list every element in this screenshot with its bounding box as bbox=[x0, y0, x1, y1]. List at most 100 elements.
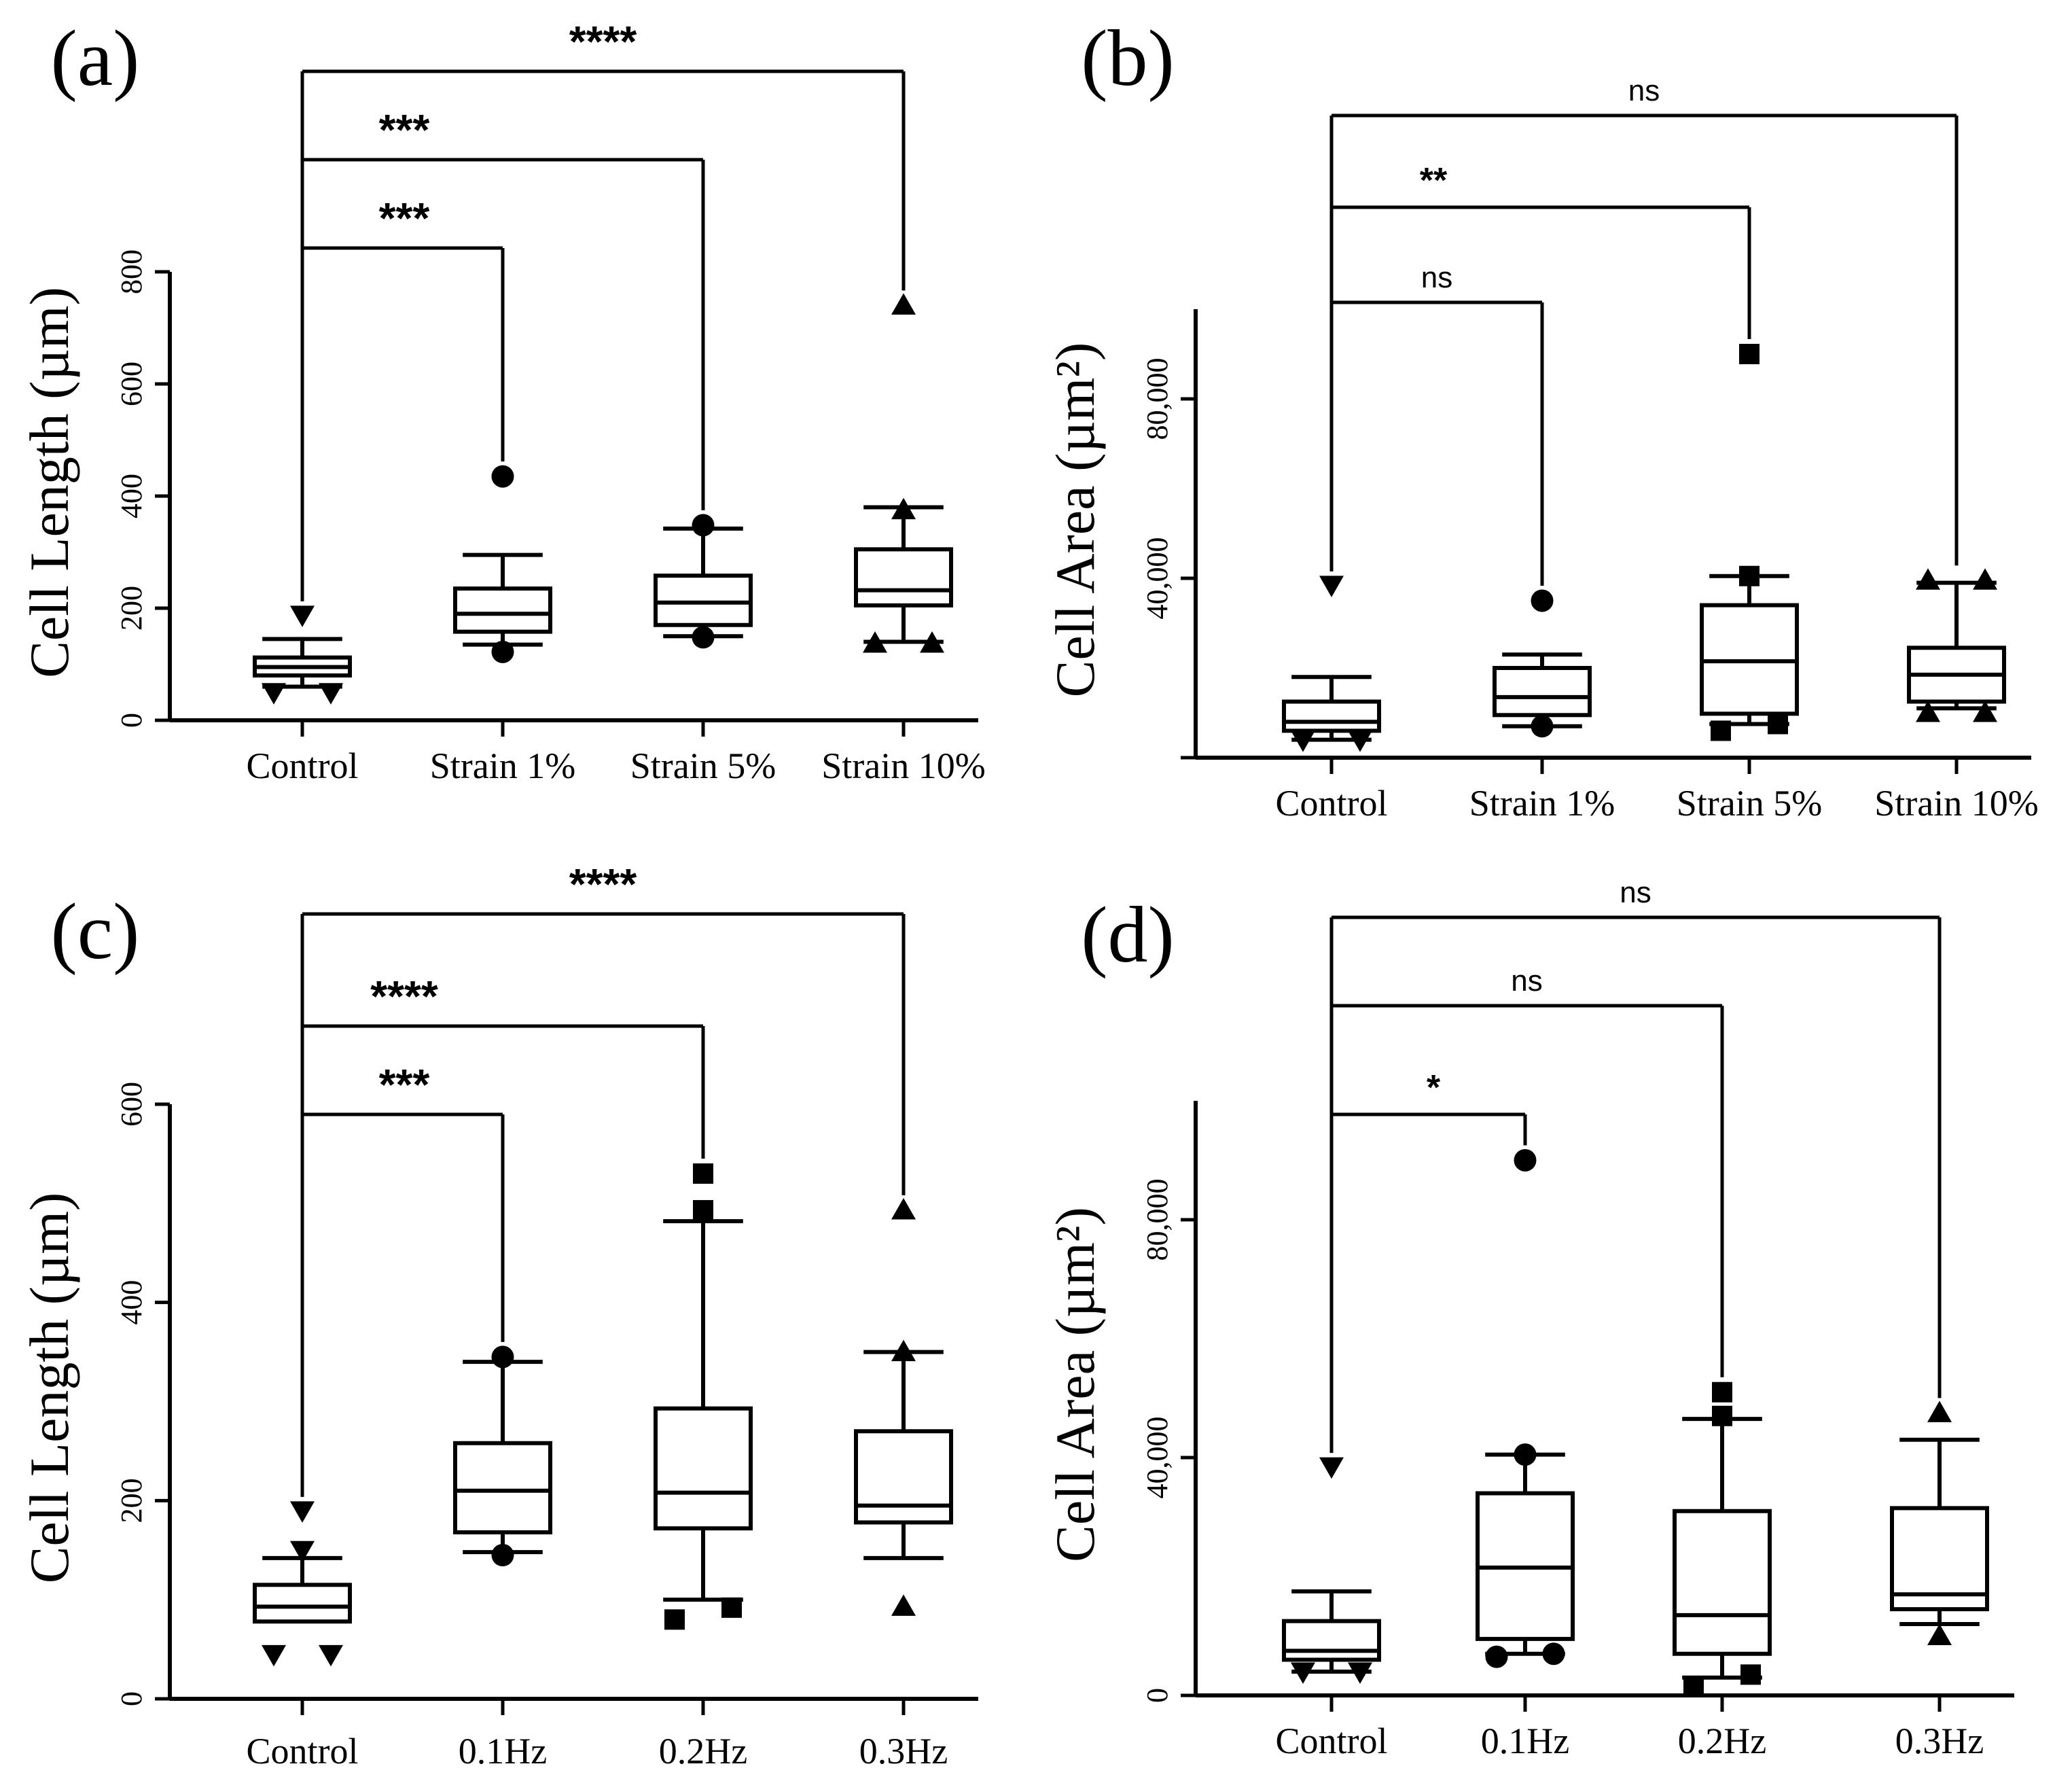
outlier-high bbox=[1739, 565, 1760, 586]
y-tick-label: 80,000 bbox=[1141, 358, 1174, 440]
outlier-high bbox=[891, 293, 916, 315]
outlier-low bbox=[692, 626, 715, 649]
significance-bracket: ns bbox=[1332, 964, 1724, 1377]
panel-a: (a) 0 200 400 600 800 Cell Length (µm) Control S… bbox=[18, 14, 986, 786]
x-category-label: 0.2Hz bbox=[1678, 1721, 1766, 1761]
y-tick-label: 0 bbox=[1141, 1688, 1174, 1703]
outlier-high bbox=[891, 497, 916, 520]
outlier-high bbox=[1712, 1381, 1732, 1403]
significance-label: ns bbox=[1620, 876, 1651, 909]
outlier-low bbox=[1348, 1662, 1372, 1684]
x-category-label: Strain 1% bbox=[430, 745, 575, 786]
outlier-low bbox=[262, 683, 286, 705]
significance-bracket: *** bbox=[302, 194, 505, 462]
x-category-label: 0.3Hz bbox=[859, 1731, 948, 1772]
outlier-high bbox=[290, 1540, 315, 1563]
outlier-low bbox=[1973, 701, 1997, 722]
y-axis-label: Cell Area (µm²) bbox=[1044, 342, 1106, 698]
outlier-high bbox=[1973, 568, 1997, 590]
outlier-high bbox=[1927, 1401, 1952, 1422]
y-tick-label: 0 bbox=[115, 713, 148, 728]
outlier-high bbox=[1514, 1149, 1537, 1172]
box-3 bbox=[854, 293, 953, 653]
y-tick-label: 80,000 bbox=[1141, 1179, 1174, 1261]
outlier-low bbox=[920, 631, 944, 653]
significance-bracket: * bbox=[1332, 1068, 1527, 1146]
outlier-low bbox=[1531, 715, 1554, 738]
x-category-label: Control bbox=[246, 745, 358, 786]
outlier-high bbox=[1739, 344, 1760, 364]
y-tick-label: 0 bbox=[115, 1691, 148, 1706]
outlier-high bbox=[491, 465, 514, 488]
significance-bracket: ns bbox=[1332, 261, 1544, 586]
panel-d: (d) 0 40,000 80,000 Cell Area (µm²) Control 0.… bbox=[1044, 876, 2014, 1761]
box-iqr bbox=[654, 574, 753, 627]
significance-bracket: ns bbox=[1332, 876, 1942, 1398]
x-category-label: Control bbox=[246, 1731, 358, 1772]
significance-label: * bbox=[1427, 1068, 1441, 1108]
x-category-label: Strain 10% bbox=[1874, 783, 2038, 824]
box-3 bbox=[1890, 1401, 1989, 1645]
outlier-high bbox=[1531, 589, 1554, 612]
y-tick-label: 800 bbox=[115, 249, 148, 294]
y-tick-label: 600 bbox=[115, 362, 148, 406]
outlier-low bbox=[1916, 701, 1940, 722]
significance-label: ** bbox=[1420, 161, 1448, 200]
outlier-high bbox=[1319, 576, 1344, 597]
box-1 bbox=[1476, 1149, 1575, 1668]
box-iqr bbox=[1282, 699, 1381, 733]
x-category-label: Strain 5% bbox=[630, 745, 776, 786]
outlier-low bbox=[1927, 1623, 1952, 1645]
box-1 bbox=[453, 465, 552, 663]
outlier-high bbox=[692, 514, 715, 537]
box-iqr bbox=[854, 547, 953, 607]
outlier-high bbox=[290, 1501, 315, 1523]
panel-label: (c) bbox=[51, 887, 140, 976]
significance-bracket: ns bbox=[1332, 74, 1959, 566]
box-3 bbox=[1907, 568, 2006, 722]
x-category-label: Strain 10% bbox=[821, 745, 985, 786]
box-iqr bbox=[1282, 1619, 1381, 1662]
y-axis-label: Cell Length (µm) bbox=[18, 287, 80, 678]
y-tick-label: 400 bbox=[115, 1280, 148, 1325]
box-2 bbox=[654, 514, 753, 649]
y-tick-label: 200 bbox=[115, 1478, 148, 1523]
significance-bracket: *** bbox=[302, 105, 705, 510]
significance-bracket: **** bbox=[302, 972, 705, 1159]
box-iqr bbox=[253, 1583, 352, 1624]
y-tick-label: 40,000 bbox=[1141, 538, 1174, 620]
significance-label: *** bbox=[379, 1060, 430, 1109]
box-2 bbox=[1700, 344, 1799, 741]
significance-label: *** bbox=[379, 194, 430, 243]
significance-label: ns bbox=[1628, 74, 1660, 107]
outlier-high bbox=[891, 1198, 916, 1220]
panel-b: (b) 40,000 80,000 Cell Area (µm²) Control Str… bbox=[1044, 14, 2039, 824]
box-iqr bbox=[1673, 1509, 1772, 1656]
outlier-low bbox=[1348, 730, 1372, 752]
x-category-label: Control bbox=[1275, 783, 1387, 824]
outlier-low bbox=[491, 1544, 514, 1567]
significance-label: ns bbox=[1511, 964, 1542, 998]
significance-label: ns bbox=[1421, 261, 1452, 294]
outlier-high bbox=[693, 1163, 713, 1184]
panel-label: (b) bbox=[1081, 14, 1175, 103]
outlier-low bbox=[1291, 730, 1315, 752]
significance-label: *** bbox=[379, 105, 430, 154]
outlier-low bbox=[1740, 1664, 1761, 1685]
panel-c: (c) 0 200 400 600 Cell Length (µm) Control 0.1H… bbox=[18, 860, 978, 1772]
outlier-high bbox=[1514, 1443, 1537, 1466]
box-iqr bbox=[654, 1406, 753, 1531]
outlier-low bbox=[319, 1644, 343, 1667]
outlier-high bbox=[1712, 1405, 1732, 1426]
outlier-high bbox=[693, 1200, 713, 1221]
y-tick-label: 40,000 bbox=[1141, 1417, 1174, 1499]
outlier-low bbox=[1291, 1662, 1315, 1684]
outlier-low bbox=[664, 1609, 685, 1630]
y-tick-label: 200 bbox=[115, 586, 148, 631]
significance-bracket: **** bbox=[302, 17, 906, 291]
outlier-high bbox=[1916, 568, 1940, 590]
outlier-low bbox=[1485, 1645, 1508, 1668]
box-1 bbox=[1493, 589, 1592, 738]
outlier-low bbox=[319, 683, 343, 705]
